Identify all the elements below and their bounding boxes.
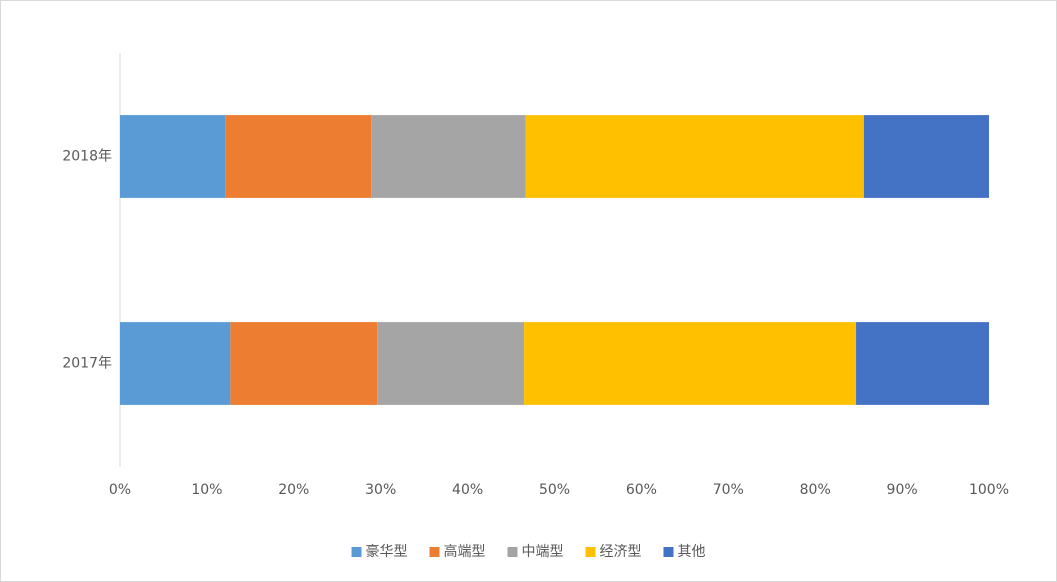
x-tick-label: 0% bbox=[109, 482, 131, 498]
bar-segment bbox=[856, 322, 989, 405]
legend-swatch bbox=[429, 547, 440, 557]
bar-segment bbox=[230, 322, 378, 405]
x-tick-label: 70% bbox=[713, 482, 744, 498]
legend-label: 经济型 bbox=[600, 544, 642, 560]
legend-label: 其他 bbox=[678, 544, 706, 560]
x-tick-label: 10% bbox=[191, 482, 222, 498]
bar-segment bbox=[524, 322, 857, 405]
legend-swatch bbox=[585, 547, 596, 557]
x-tick-label: 40% bbox=[452, 482, 483, 498]
x-tick-label: 90% bbox=[887, 482, 918, 498]
legend-swatch bbox=[663, 547, 674, 557]
bar-segment bbox=[225, 115, 372, 198]
bar-segment bbox=[863, 115, 989, 198]
legend-label: 豪华型 bbox=[366, 544, 408, 560]
bar-segment bbox=[525, 115, 864, 198]
legend-label: 高端型 bbox=[444, 543, 486, 560]
x-tick-label: 60% bbox=[626, 482, 657, 498]
x-tick-label: 50% bbox=[539, 482, 570, 498]
x-tick-label: 100% bbox=[969, 482, 1009, 498]
x-tick-label: 20% bbox=[278, 482, 309, 498]
bar-segment bbox=[120, 322, 231, 405]
y-tick-label: 2017年 bbox=[62, 356, 112, 372]
legend-swatch bbox=[351, 547, 362, 557]
bar-segment bbox=[120, 115, 226, 198]
bar-segment bbox=[377, 322, 525, 405]
y-tick-label: 2018年 bbox=[62, 149, 112, 165]
x-tick-label: 80% bbox=[800, 482, 831, 498]
x-tick-label: 30% bbox=[365, 482, 396, 498]
legend-swatch bbox=[507, 547, 518, 557]
bar-segment bbox=[371, 115, 526, 198]
legend-label: 中端型 bbox=[522, 544, 564, 560]
